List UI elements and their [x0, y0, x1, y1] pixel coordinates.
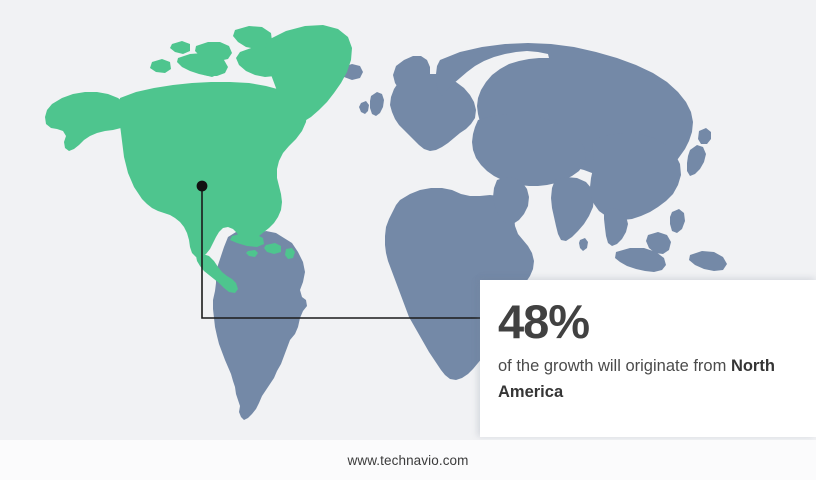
alaska-shape — [45, 92, 132, 151]
greenland-shape — [265, 25, 352, 125]
growth-description-prefix: of the growth will originate from — [498, 357, 731, 375]
scandinavia-shape — [393, 56, 430, 95]
japan-north-shape — [698, 128, 711, 144]
ellesmere-island-shape — [233, 26, 272, 49]
other-regions-landmass — [213, 43, 727, 420]
central-asia-shape — [472, 114, 586, 186]
growth-description: of the growth will originate from North … — [498, 353, 788, 406]
india-shape — [551, 177, 594, 241]
borneo-shape — [646, 232, 671, 254]
arctic-islet-b-shape — [201, 64, 220, 77]
arctic-islet-a-shape — [150, 59, 171, 73]
growth-percentage: 48% — [498, 295, 590, 348]
indochina-shape — [604, 208, 628, 246]
victoria-island-shape — [195, 42, 232, 61]
japan-shape — [687, 145, 706, 176]
growth-callout-card: 48% of the growth will originate from No… — [480, 280, 816, 437]
british-isles-shape — [370, 92, 384, 116]
new-guinea-shape — [689, 251, 727, 271]
sri-lanka-shape — [579, 238, 588, 251]
arabian-peninsula-shape — [493, 177, 529, 224]
ireland-shape — [359, 101, 369, 114]
source-url: www.technavio.com — [347, 452, 469, 468]
growth-region-name: North America — [498, 357, 775, 402]
east-asia-shape — [590, 133, 681, 220]
arctic-islet-c-shape — [170, 41, 190, 54]
footer-bar: www.technavio.com — [0, 440, 816, 480]
indonesia-shape — [615, 248, 666, 272]
philippines-shape — [670, 209, 685, 233]
